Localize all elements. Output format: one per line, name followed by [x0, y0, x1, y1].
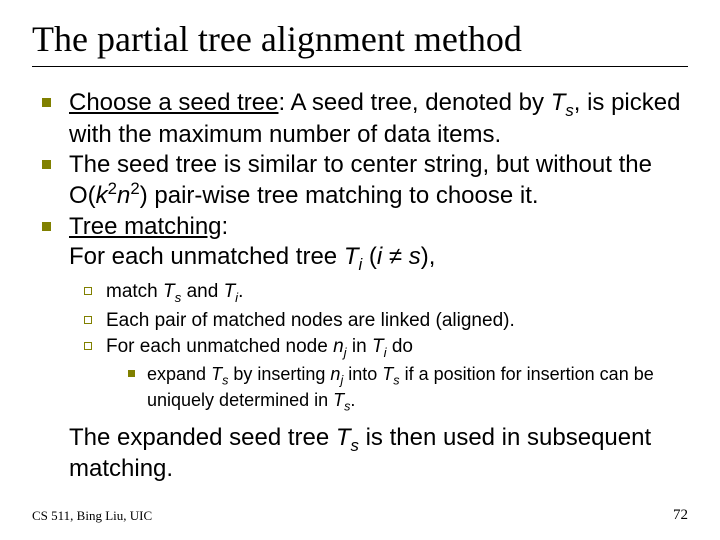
sub-bullet-3-text: For each unmatched node nj in Ti do	[106, 335, 688, 361]
slide-number: 72	[673, 507, 688, 524]
hollow-square-bullet-icon	[84, 342, 92, 350]
subsub-bullet-1: expand Ts by inserting nj into Ts if a p…	[128, 363, 688, 416]
sub-bullet-3: For each unmatched node nj in Ti do	[84, 335, 688, 361]
sub-bullet-2-text: Each pair of matched nodes are linked (a…	[106, 309, 688, 333]
bullet-3-cont: For each unmatched tree Ti (i ≠ s),	[69, 243, 688, 275]
footer-left: CS 511, Bing Liu, UIC	[32, 508, 152, 524]
sub-bullet-2: Each pair of matched nodes are linked (a…	[84, 309, 688, 333]
closing-text: The expanded seed tree Ts is then used i…	[69, 424, 688, 484]
bullet-1: Choose a seed tree: A seed tree, denoted…	[42, 89, 688, 149]
bullet-2-text: The seed tree is similar to center strin…	[69, 151, 688, 211]
slide-title: The partial tree alignment method	[32, 18, 688, 60]
subsub-bullet-1-text: expand Ts by inserting nj into Ts if a p…	[147, 363, 688, 416]
bullet-2: The seed tree is similar to center strin…	[42, 151, 688, 211]
bullet-3-text: Tree matching:	[69, 213, 688, 241]
square-bullet-icon	[42, 98, 51, 107]
hollow-square-bullet-icon	[84, 287, 92, 295]
sub-bullet-1: match Ts and Ti.	[84, 280, 688, 306]
sub-bullet-1-text: match Ts and Ti.	[106, 280, 688, 306]
slide: The partial tree alignment method Choose…	[0, 0, 720, 540]
square-bullet-icon	[128, 370, 135, 377]
square-bullet-icon	[42, 160, 51, 169]
bullet-3: Tree matching:	[42, 213, 688, 241]
hollow-square-bullet-icon	[84, 316, 92, 324]
square-bullet-icon	[42, 222, 51, 231]
title-divider	[32, 66, 688, 67]
bullet-1-text: Choose a seed tree: A seed tree, denoted…	[69, 89, 688, 149]
